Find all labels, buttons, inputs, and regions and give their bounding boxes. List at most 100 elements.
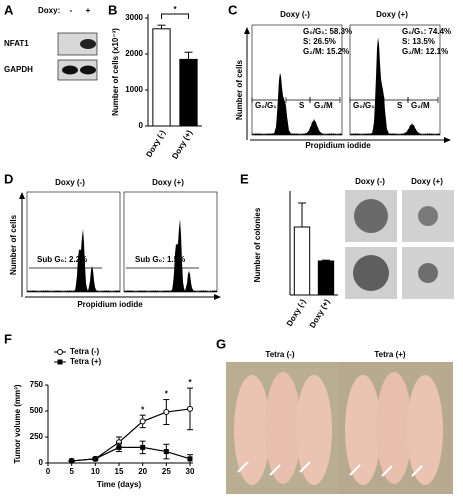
significance-bracket: [161, 13, 189, 19]
stat: S: 13.5%: [402, 37, 435, 46]
doxy-label: Doxy:: [38, 6, 60, 15]
image-title: Tetra (+): [374, 350, 406, 359]
plus: +: [86, 6, 91, 15]
colony-images: [345, 190, 454, 299]
mouse: [234, 375, 270, 485]
x-tick-label: 0: [46, 467, 51, 476]
y-tick-label: 500: [30, 406, 44, 415]
mouse-photos: [226, 362, 453, 494]
panel-label: A: [4, 2, 14, 17]
arrowhead: [19, 192, 25, 199]
point: [139, 418, 146, 425]
arrowhead: [444, 137, 451, 143]
y-label: Number of cells: [9, 214, 18, 275]
arrow: [299, 461, 311, 473]
panel-label: G: [216, 336, 226, 351]
gate: G₂/M: [411, 101, 430, 110]
y-tick-label: 750: [30, 380, 44, 389]
x-label: Propidium iodide: [77, 300, 143, 309]
significance: *: [141, 405, 145, 414]
panel-label: D: [4, 171, 13, 186]
y-tick-label: 0: [139, 121, 144, 130]
x-tick-label: Doxy (+): [170, 128, 194, 160]
stat: G₀/G₁: 74.4%: [402, 27, 451, 36]
plot-title: Doxy (+): [376, 10, 408, 19]
significance: *: [173, 5, 177, 14]
colony: [353, 255, 389, 291]
mouse: [296, 375, 332, 485]
y-label: Number of colonies: [253, 207, 262, 282]
point: [116, 444, 122, 450]
gate: S: [397, 101, 403, 110]
blot: [57, 32, 98, 56]
point: [187, 405, 193, 412]
x-tick-label: 5: [69, 467, 74, 476]
gate: G₀/G₁: [353, 101, 375, 110]
point: [92, 456, 98, 462]
gate: S: [299, 101, 305, 110]
arrow: [269, 464, 281, 476]
mouse: [265, 372, 301, 484]
point: [163, 449, 169, 455]
plot-title: Doxy (-): [55, 178, 85, 187]
panel-label: B: [108, 2, 117, 17]
x-label: Time (days): [97, 480, 142, 489]
mouse: [345, 375, 381, 485]
point: [187, 456, 193, 462]
y-tick-label: 3000: [125, 13, 143, 22]
subg: Sub G₀: 2.2%: [37, 255, 87, 264]
bar: [317, 260, 335, 296]
mouse: [376, 372, 412, 484]
x-tick-label: 20: [138, 467, 147, 476]
arrow: [237, 461, 249, 473]
image-title: Tetra (-): [265, 350, 295, 359]
x-tick-label: 30: [186, 467, 195, 476]
arrowhead: [244, 27, 250, 34]
y-label: Number of cells: [235, 59, 244, 120]
y-label: Tumor volume (mm³): [13, 384, 22, 463]
gate: G₂/M: [314, 101, 333, 110]
panel-label: F: [4, 331, 12, 346]
plot-title: Doxy (+): [152, 178, 184, 187]
arrowhead: [214, 294, 221, 300]
band: [62, 65, 78, 75]
legend-marker: [57, 359, 63, 365]
x-tick-label: 25: [162, 467, 171, 476]
y-label: Number of cells (x10⁻³): [111, 28, 120, 116]
gate: G₀/G₁: [255, 101, 277, 110]
stat: G₂/M: 12.1%: [402, 47, 448, 56]
band: [80, 65, 96, 75]
x-tick-label: Doxy (+): [308, 297, 332, 329]
series-line: [71, 446, 191, 462]
colony: [418, 206, 438, 226]
stat: G₂/M: 15.2%: [303, 47, 349, 56]
mouse: [407, 375, 443, 485]
x-tick-label: Doxy (-): [285, 297, 308, 328]
legend-marker: [57, 349, 63, 355]
bar: [293, 226, 311, 296]
x-tick-label: 15: [115, 467, 124, 476]
legend-label: Tetra (-): [70, 347, 100, 356]
minus: -: [70, 6, 73, 15]
x-tick-label: Doxy (-): [144, 128, 167, 159]
image-title: Doxy (+): [411, 177, 443, 186]
band: [80, 39, 96, 49]
x-tick-label: 10: [91, 467, 100, 476]
colony: [418, 263, 438, 283]
panel-label: C: [228, 2, 238, 17]
point: [140, 444, 146, 450]
row-label: NFAT1: [4, 39, 29, 48]
row-label: GAPDH: [4, 65, 33, 74]
y-tick-label: 2000: [125, 49, 143, 58]
plot-title: Doxy (-): [280, 10, 310, 19]
y-tick-label: 0: [39, 458, 44, 467]
legend-label: Tetra (+): [70, 357, 102, 366]
point: [69, 458, 75, 464]
significance: *: [165, 390, 169, 399]
y-tick-label: 250: [30, 432, 44, 441]
arrow: [349, 464, 361, 476]
significance: *: [188, 378, 192, 387]
point: [163, 409, 170, 416]
arrow: [411, 465, 423, 477]
